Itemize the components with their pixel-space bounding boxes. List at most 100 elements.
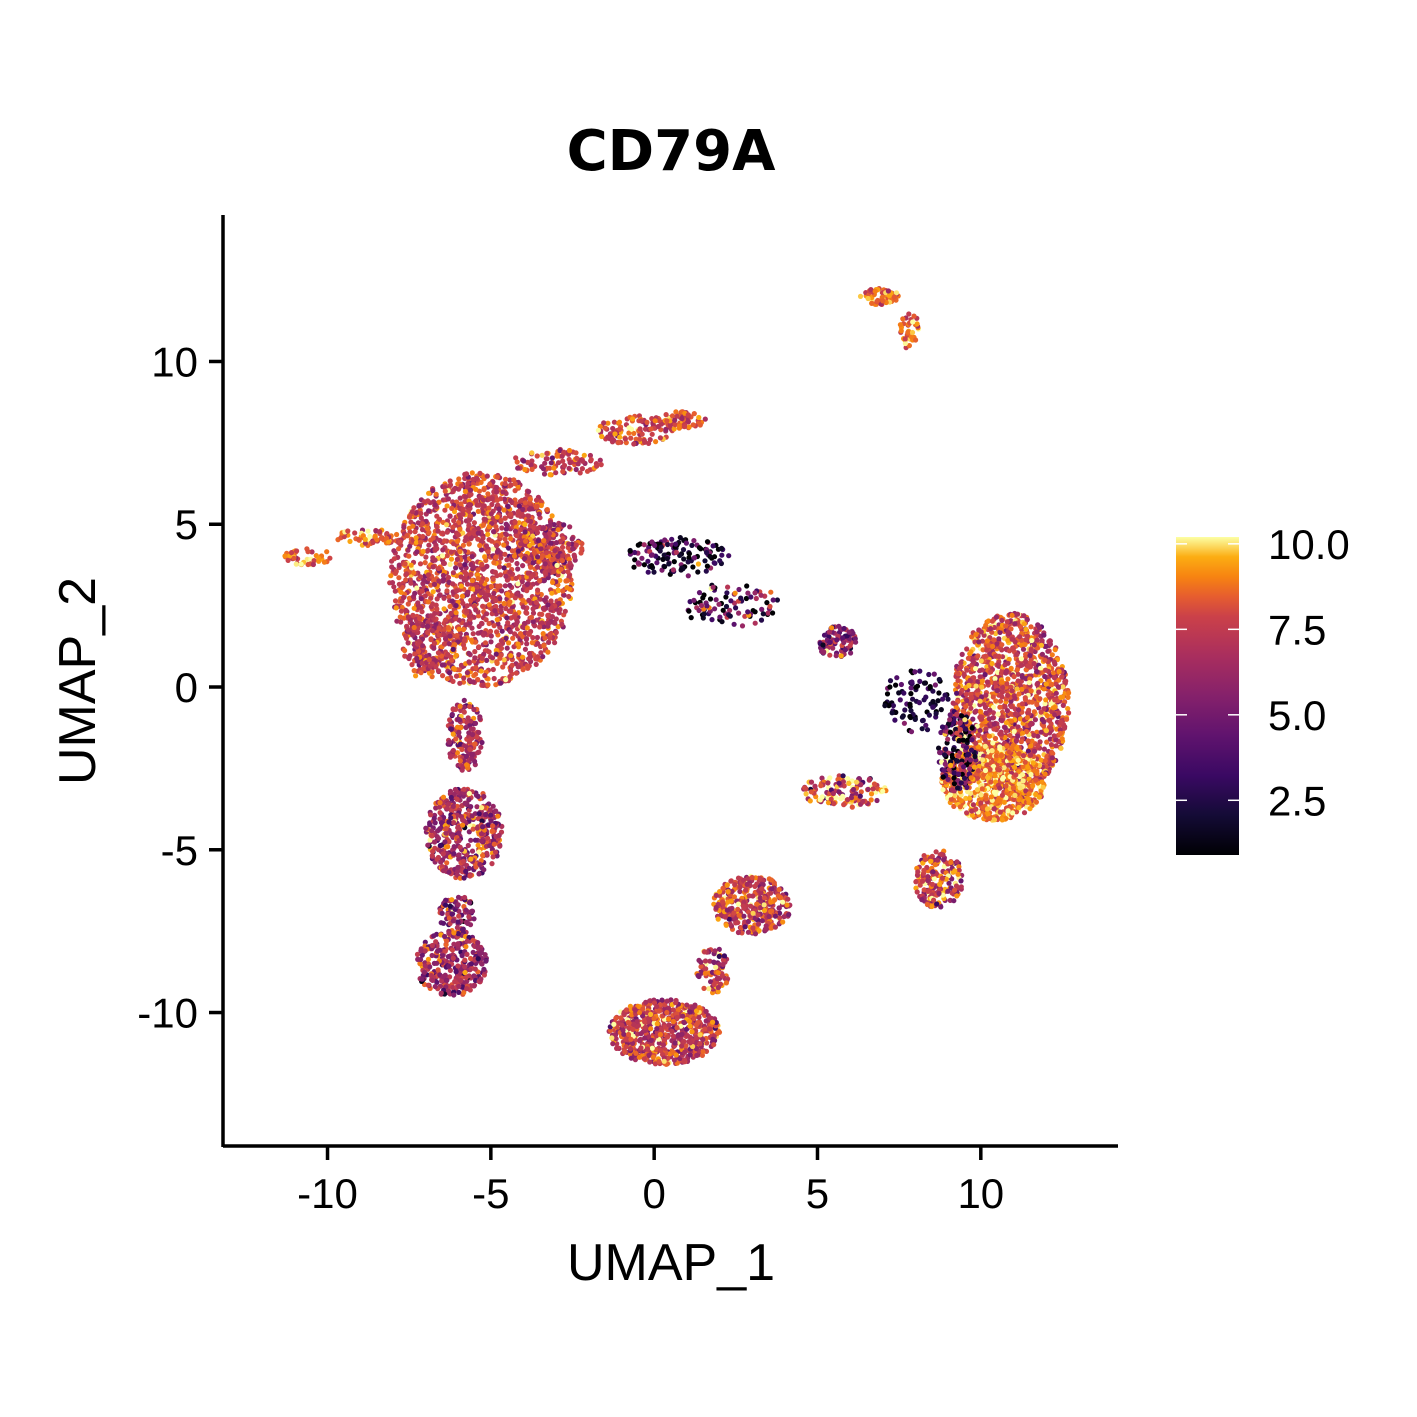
cell-point (473, 486, 479, 492)
cell-point (468, 955, 474, 962)
cell-point (572, 554, 578, 560)
cell-point (838, 653, 844, 659)
cell-point (433, 602, 439, 608)
cell-point (612, 431, 618, 437)
cell-point (503, 635, 509, 641)
cell-point (588, 457, 594, 463)
cell-point (505, 503, 511, 510)
cell-point (424, 526, 430, 532)
cell-point (428, 828, 435, 834)
cell-point (1018, 739, 1024, 745)
cell-point (470, 631, 476, 637)
cell-point (703, 568, 709, 574)
cell-point (531, 524, 537, 531)
cell-point (774, 597, 781, 603)
cell-point (503, 521, 509, 527)
cell-point (535, 640, 541, 647)
cell-point (579, 541, 585, 547)
cell-point (1048, 742, 1054, 748)
cell-point (719, 619, 725, 625)
cell-point (742, 613, 748, 619)
cell-point (526, 597, 532, 604)
cell-point (447, 967, 453, 974)
cell-point (367, 533, 373, 540)
cell-point (304, 556, 310, 562)
cell-point (449, 505, 455, 511)
cell-point (897, 697, 903, 703)
cell-point (461, 990, 467, 996)
cell-point (460, 600, 466, 606)
cell-point (637, 541, 643, 547)
cell-point (420, 521, 426, 527)
cell-point (450, 570, 456, 576)
cell-point (466, 865, 472, 871)
cell-point (538, 499, 544, 505)
cell-point (534, 564, 541, 570)
cell-point (869, 300, 875, 306)
cell-point (362, 536, 368, 543)
cell-point (414, 585, 420, 591)
cell-point (447, 754, 454, 760)
cell-point (723, 594, 729, 600)
cell-point (477, 861, 483, 868)
cell-point (477, 716, 483, 722)
cell-point (465, 842, 471, 849)
cell-point (476, 502, 482, 508)
cell-point (433, 491, 439, 497)
cell-point (559, 557, 566, 564)
cell-point (529, 640, 535, 646)
cell-point (673, 541, 679, 547)
cell-point (475, 508, 481, 514)
cell-point (441, 595, 447, 601)
cell-point (765, 610, 771, 616)
cell-point (560, 458, 566, 464)
cell-point (392, 588, 398, 594)
cell-point (525, 459, 531, 465)
cell-point (420, 623, 426, 629)
cell-point (440, 673, 446, 679)
cell-point (490, 666, 496, 673)
cell-point (478, 590, 484, 596)
cell-point (833, 653, 839, 659)
cell-point (495, 813, 501, 819)
cell-point (472, 966, 478, 972)
cell-point (545, 649, 551, 655)
cell-point (401, 524, 407, 530)
cell-point (489, 828, 496, 834)
cell-point (713, 597, 719, 603)
cell-point (672, 422, 678, 428)
cell-point (293, 561, 299, 567)
cell-point (599, 433, 605, 440)
cell-point (566, 447, 573, 454)
cell-point (456, 852, 462, 858)
cell-point (493, 597, 499, 604)
cell-point (468, 491, 474, 497)
cell-point (406, 595, 412, 601)
cell-point (685, 559, 691, 565)
cell-point (490, 803, 496, 809)
cell-point (515, 664, 521, 670)
cell-point (468, 837, 474, 843)
cell-point (450, 955, 456, 961)
cell-point (498, 638, 504, 644)
cell-point (573, 466, 579, 473)
cell-point (696, 414, 702, 421)
cell-point (435, 650, 441, 656)
cell-point (501, 565, 507, 571)
cell-point (434, 523, 440, 530)
cell-point (486, 602, 492, 608)
cell-point (466, 914, 472, 920)
cell-point (455, 941, 461, 947)
cell-point (504, 557, 510, 563)
cell-point (464, 670, 470, 676)
cell-point (447, 561, 453, 568)
cell-point (457, 680, 463, 686)
cell-point (617, 434, 623, 440)
cell-point (466, 829, 472, 835)
cell-point (481, 966, 487, 972)
cell-point (527, 496, 533, 502)
cell-point (983, 726, 989, 732)
cell-point (631, 564, 637, 570)
cell-point (391, 584, 397, 590)
cell-point (521, 458, 527, 464)
